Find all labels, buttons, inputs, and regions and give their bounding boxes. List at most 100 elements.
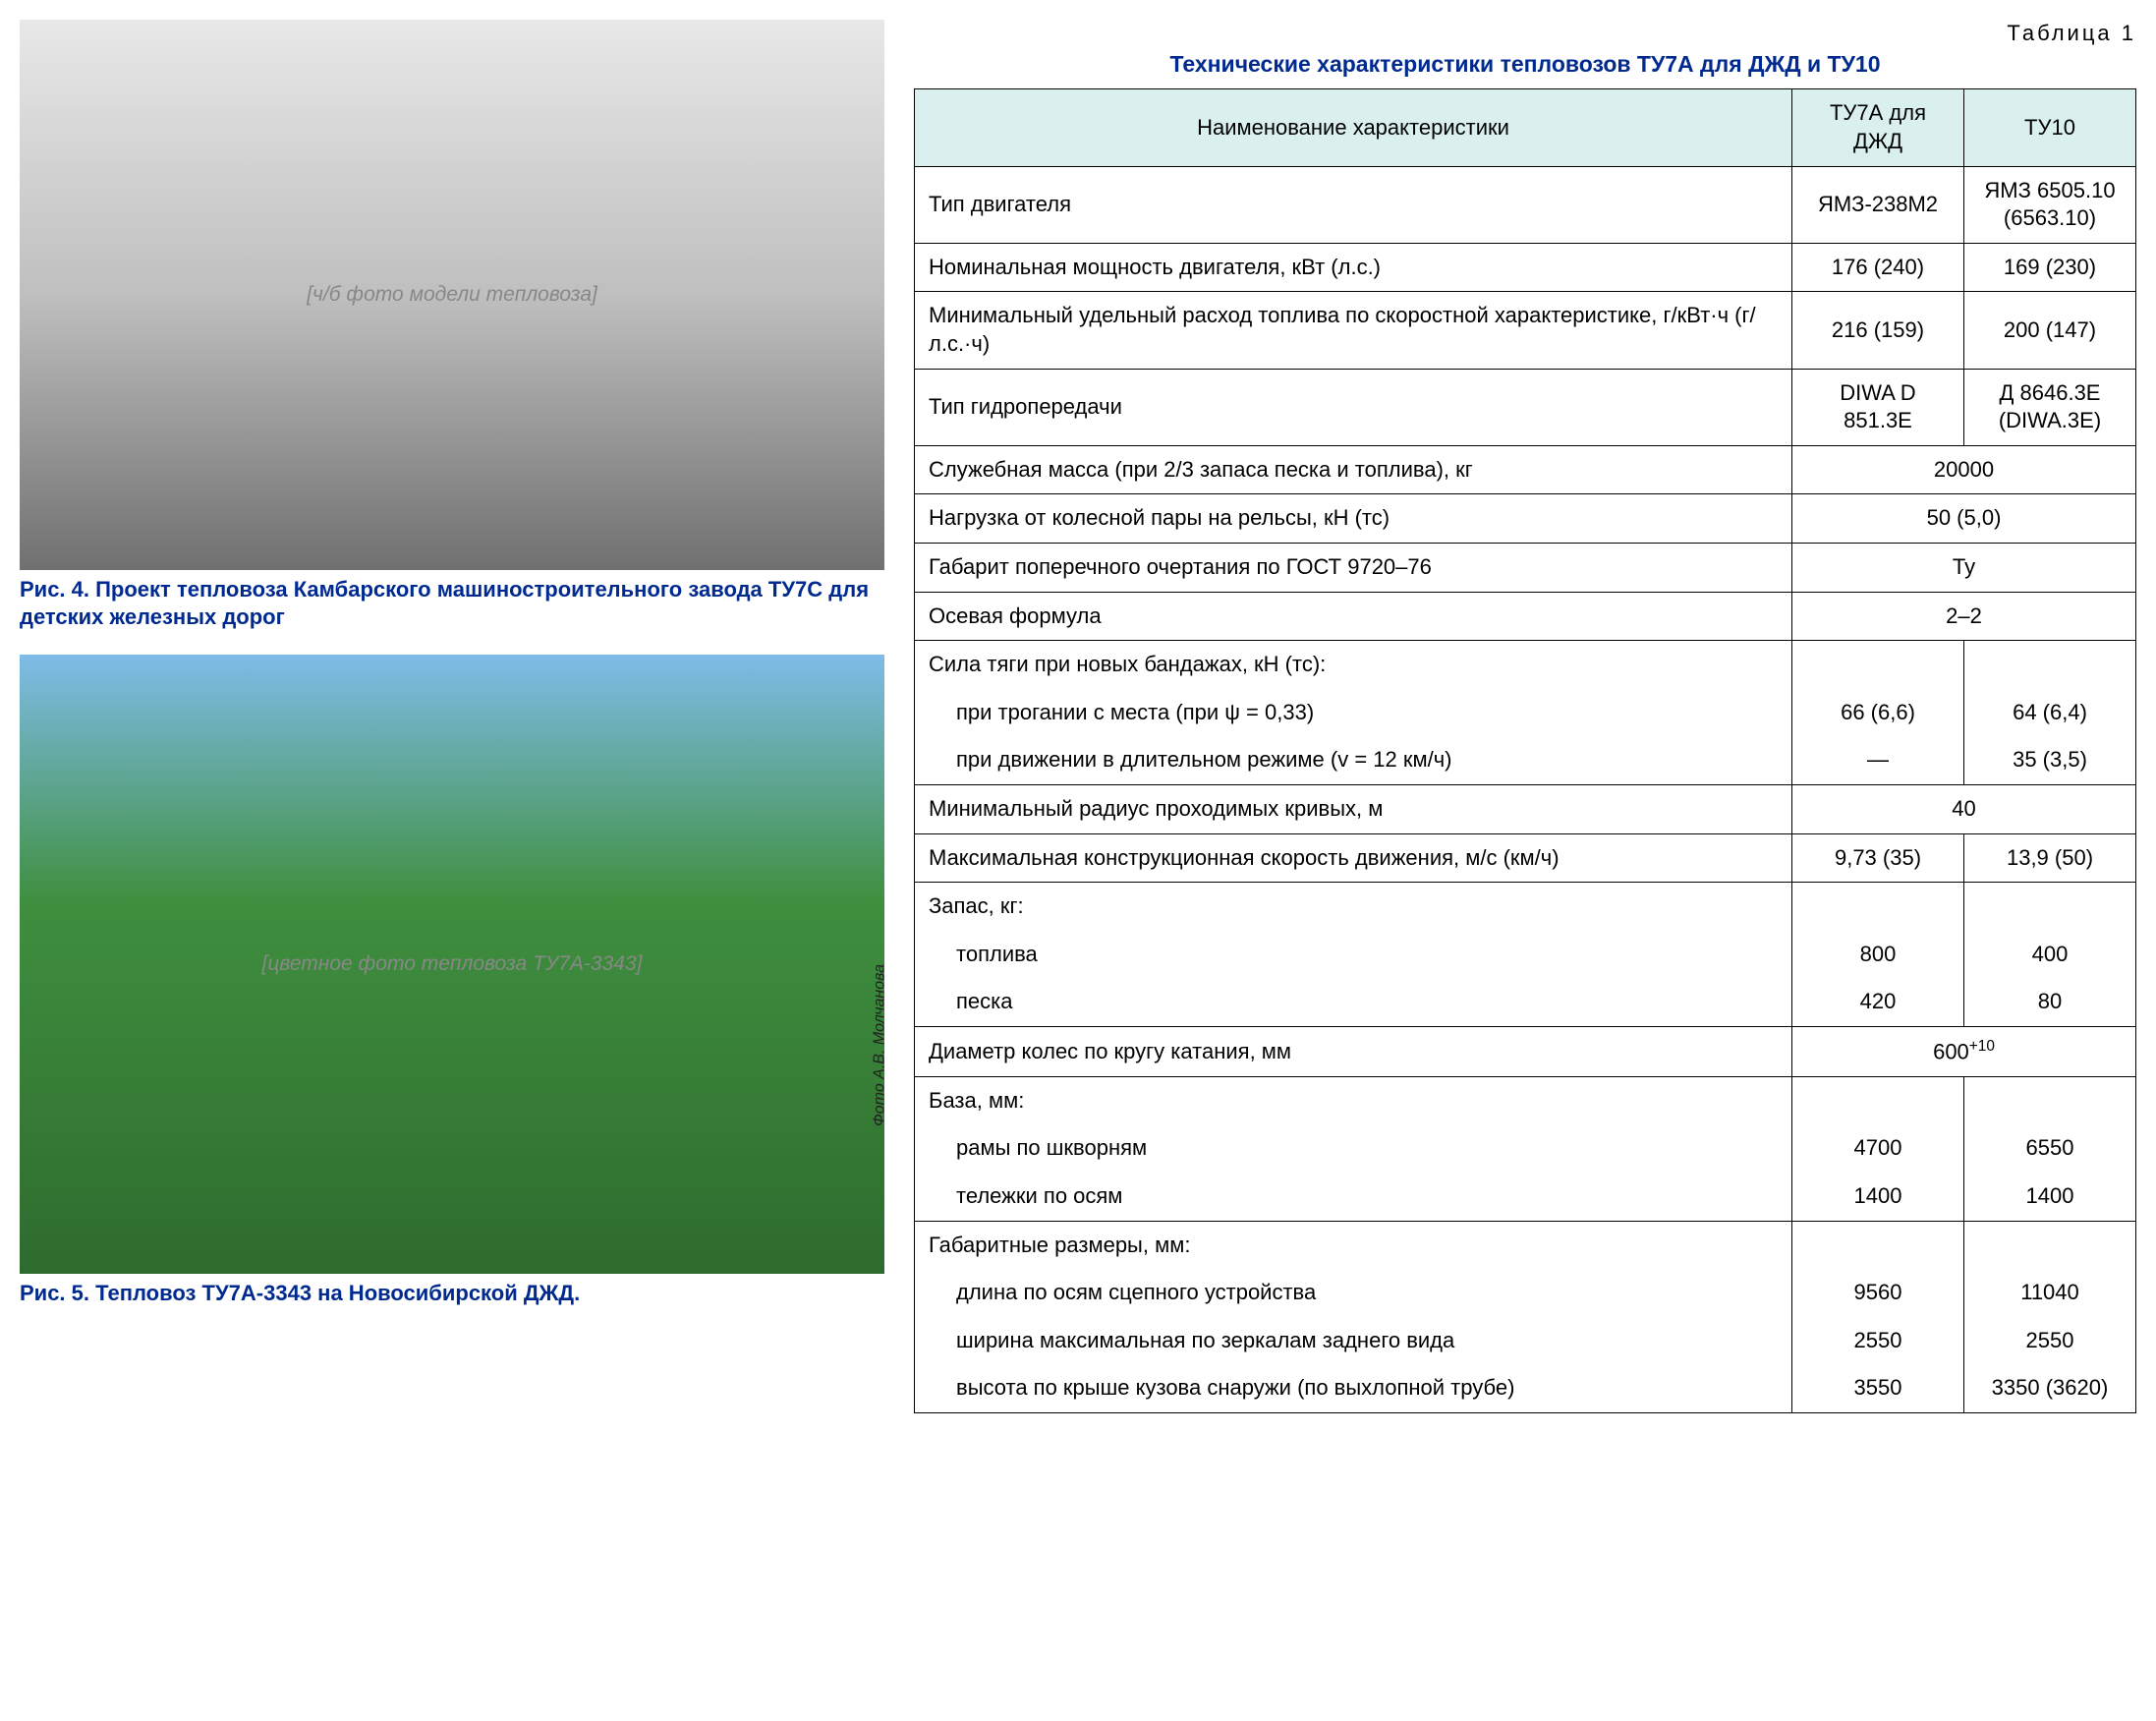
spec-empty bbox=[1792, 641, 1964, 689]
table-row: Минимальный удельный расход топлива по с… bbox=[915, 292, 2136, 369]
table-row: Габаритные размеры, мм: bbox=[915, 1221, 2136, 1269]
spec-name: Диаметр колес по кругу катания, мм bbox=[915, 1026, 1792, 1076]
spec-tu10: 11040 bbox=[1964, 1269, 2136, 1317]
table-label: Таблица 1 bbox=[914, 20, 2136, 48]
spec-name: Осевая формула bbox=[915, 592, 1792, 641]
spec-group-head: Запас, кг: bbox=[915, 883, 1792, 931]
spec-empty bbox=[1792, 883, 1964, 931]
spec-tu10: Д 8646.3Е (DIWA.3E) bbox=[1964, 369, 2136, 445]
table-row: Сила тяги при новых бандажах, кН (тс): bbox=[915, 641, 2136, 689]
spec-group-head: Сила тяги при новых бандажах, кН (тс): bbox=[915, 641, 1792, 689]
spec-name: Габарит поперечного очертания по ГОСТ 97… bbox=[915, 544, 1792, 593]
spec-merged-val: 600+10 bbox=[1792, 1026, 2136, 1076]
spec-merged-val: 2–2 bbox=[1792, 592, 2136, 641]
table-row: Тип двигателяЯМЗ-238М2ЯМЗ 6505.10 (6563.… bbox=[915, 166, 2136, 243]
spec-tu7a: 800 bbox=[1792, 931, 1964, 979]
figure-5-image: [цветное фото тепловоза ТУ7А-3343] Фото … bbox=[20, 655, 884, 1274]
spec-empty bbox=[1964, 883, 2136, 931]
spec-tu7a: 420 bbox=[1792, 978, 1964, 1026]
spec-tu7a: 9,73 (35) bbox=[1792, 833, 1964, 883]
spec-empty bbox=[1964, 641, 2136, 689]
spec-table: Наименование характеристики ТУ7А для ДЖД… bbox=[914, 88, 2136, 1413]
col-header-name: Наименование характеристики bbox=[915, 89, 1792, 166]
table-row: высота по крыше кузова снаружи (по выхло… bbox=[915, 1364, 2136, 1412]
spec-empty bbox=[1792, 1076, 1964, 1124]
spec-name: Максимальная конструкционная скорость дв… bbox=[915, 833, 1792, 883]
figure-5-photo-credit: Фото А.В. Молчанова bbox=[871, 964, 891, 1126]
spec-empty bbox=[1964, 1221, 2136, 1269]
table-row: Тип гидропередачиDIWA D 851.3EД 8646.3Е … bbox=[915, 369, 2136, 445]
spec-merged-val: 50 (5,0) bbox=[1792, 494, 2136, 544]
spec-tu10: ЯМЗ 6505.10 (6563.10) bbox=[1964, 166, 2136, 243]
spec-group-head: База, мм: bbox=[915, 1076, 1792, 1124]
spec-tu7a: 176 (240) bbox=[1792, 243, 1964, 292]
spec-tu7a: 9560 bbox=[1792, 1269, 1964, 1317]
spec-tu10: 200 (147) bbox=[1964, 292, 2136, 369]
spec-tu10: 13,9 (50) bbox=[1964, 833, 2136, 883]
table-row: Максимальная конструкционная скорость дв… bbox=[915, 833, 2136, 883]
table-row: рамы по шкворням47006550 bbox=[915, 1124, 2136, 1173]
spec-tu10: 1400 bbox=[1964, 1173, 2136, 1221]
spec-tu10: 64 (6,4) bbox=[1964, 689, 2136, 737]
table-row: длина по осям сцепного устройства9560110… bbox=[915, 1269, 2136, 1317]
figure-5: [цветное фото тепловоза ТУ7А-3343] Фото … bbox=[20, 655, 884, 1307]
spec-tu7a: 2550 bbox=[1792, 1317, 1964, 1365]
spec-merged-val: 40 bbox=[1792, 784, 2136, 833]
spec-sub-name: при трогании с места (при ψ = 0,33) bbox=[915, 689, 1792, 737]
spec-name: Тип гидропередачи bbox=[915, 369, 1792, 445]
spec-merged-val: 20000 bbox=[1792, 445, 2136, 494]
spec-sub-name: топлива bbox=[915, 931, 1792, 979]
figure-4-placeholder-text: [ч/б фото модели тепловоза] bbox=[307, 281, 597, 308]
table-row: песка42080 bbox=[915, 978, 2136, 1026]
col-header-tu7a: ТУ7А для ДЖД bbox=[1792, 89, 1964, 166]
spec-tu10: 400 bbox=[1964, 931, 2136, 979]
spec-name: Нагрузка от колесной пары на рельсы, кН … bbox=[915, 494, 1792, 544]
table-row: База, мм: bbox=[915, 1076, 2136, 1124]
spec-sub-name: тележки по осям bbox=[915, 1173, 1792, 1221]
spec-tu7a: 4700 bbox=[1792, 1124, 1964, 1173]
spec-tu10: 35 (3,5) bbox=[1964, 736, 2136, 784]
spec-tu7a: DIWA D 851.3E bbox=[1792, 369, 1964, 445]
figure-4: [ч/б фото модели тепловоза] Рис. 4. Прое… bbox=[20, 20, 884, 630]
spec-tu10: 2550 bbox=[1964, 1317, 2136, 1365]
figure-5-caption: Рис. 5. Тепловоз ТУ7А-3343 на Новосибирс… bbox=[20, 1280, 884, 1307]
spec-sub-name: песка bbox=[915, 978, 1792, 1026]
table-row: Габарит поперечного очертания по ГОСТ 97… bbox=[915, 544, 2136, 593]
table-row: Нагрузка от колесной пары на рельсы, кН … bbox=[915, 494, 2136, 544]
spec-empty bbox=[1964, 1076, 2136, 1124]
table-row: тележки по осям14001400 bbox=[915, 1173, 2136, 1221]
spec-tu7a: — bbox=[1792, 736, 1964, 784]
table-row: Номинальная мощность двигателя, кВт (л.с… bbox=[915, 243, 2136, 292]
table-row: топлива800400 bbox=[915, 931, 2136, 979]
spec-tu7a: 216 (159) bbox=[1792, 292, 1964, 369]
figure-4-image: [ч/б фото модели тепловоза] bbox=[20, 20, 884, 570]
spec-tu10: 3350 (3620) bbox=[1964, 1364, 2136, 1412]
spec-tu10: 80 bbox=[1964, 978, 2136, 1026]
table-row: ширина максимальная по зеркалам заднего … bbox=[915, 1317, 2136, 1365]
table-row: Минимальный радиус проходимых кривых, м4… bbox=[915, 784, 2136, 833]
spec-empty bbox=[1792, 1221, 1964, 1269]
spec-tu7a: 66 (6,6) bbox=[1792, 689, 1964, 737]
spec-sub-name: высота по крыше кузова снаружи (по выхло… bbox=[915, 1364, 1792, 1412]
spec-tu10: 6550 bbox=[1964, 1124, 2136, 1173]
spec-name: Минимальный радиус проходимых кривых, м bbox=[915, 784, 1792, 833]
col-header-tu10: ТУ10 bbox=[1964, 89, 2136, 166]
spec-sub-name: ширина максимальная по зеркалам заднего … bbox=[915, 1317, 1792, 1365]
table-row: Осевая формула2–2 bbox=[915, 592, 2136, 641]
table-row: Запас, кг: bbox=[915, 883, 2136, 931]
spec-tu10: 169 (230) bbox=[1964, 243, 2136, 292]
spec-name: Минимальный удельный расход топлива по с… bbox=[915, 292, 1792, 369]
table-row: Служебная масса (при 2/3 запаса песка и … bbox=[915, 445, 2136, 494]
spec-tu7a: 3550 bbox=[1792, 1364, 1964, 1412]
table-row: при трогании с места (при ψ = 0,33)66 (6… bbox=[915, 689, 2136, 737]
spec-sub-name: рамы по шкворням bbox=[915, 1124, 1792, 1173]
spec-group-head: Габаритные размеры, мм: bbox=[915, 1221, 1792, 1269]
spec-name: Тип двигателя bbox=[915, 166, 1792, 243]
figure-4-caption: Рис. 4. Проект тепловоза Камбарского маш… bbox=[20, 576, 884, 630]
table-row: Диаметр колес по кругу катания, мм600+10 bbox=[915, 1026, 2136, 1076]
spec-sub-name: при движении в длительном режиме (v = 12… bbox=[915, 736, 1792, 784]
spec-name: Служебная масса (при 2/3 запаса песка и … bbox=[915, 445, 1792, 494]
spec-tu7a: 1400 bbox=[1792, 1173, 1964, 1221]
figure-5-placeholder-text: [цветное фото тепловоза ТУ7А-3343] bbox=[262, 950, 643, 977]
spec-sub-name: длина по осям сцепного устройства bbox=[915, 1269, 1792, 1317]
